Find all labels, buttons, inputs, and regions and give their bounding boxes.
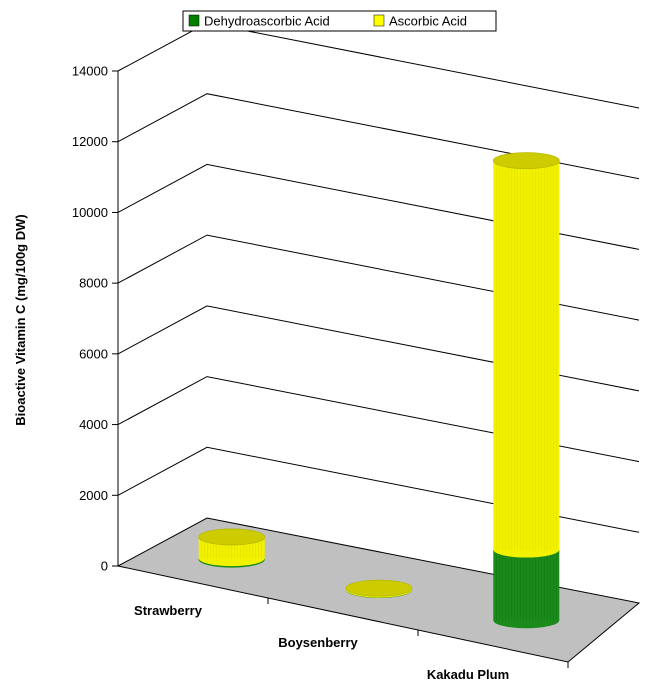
x-tick-label: Kakadu Plum <box>427 667 509 682</box>
side-wall <box>118 23 207 566</box>
legend-swatch <box>188 14 200 27</box>
legend-label: Ascorbic Acid <box>389 14 467 29</box>
y-tick-label: 0 <box>101 559 108 574</box>
bar-cap <box>492 152 560 170</box>
y-axis-label: Bioactive Vitamin C (mg/100g DW) <box>13 214 28 425</box>
bar-kakadu-plum <box>492 152 560 629</box>
y-tick-label: 8000 <box>79 276 108 291</box>
chart-walls <box>118 23 639 603</box>
legend-box <box>182 10 497 32</box>
gridline <box>117 93 640 180</box>
y-tick-label: 6000 <box>79 346 108 361</box>
y-tick-label: 14000 <box>72 64 108 79</box>
bars <box>198 152 560 629</box>
bar-cap <box>345 579 413 597</box>
bar-boysenberry <box>345 579 413 598</box>
x-tick-label: Strawberry <box>134 603 203 618</box>
bar-strawberry <box>198 528 266 568</box>
legend-swatch <box>373 14 385 27</box>
x-axis: Strawberry Boysenberry Kakadu Plum <box>134 598 569 682</box>
back-wall <box>207 23 639 603</box>
legend: Dehydroascorbic Acid Ascorbic Acid <box>182 10 497 32</box>
y-tick-label: 10000 <box>72 205 108 220</box>
y-tick-label: 12000 <box>72 134 108 149</box>
y-tick-label: 2000 <box>79 488 108 503</box>
y-axis: 0 2000 4000 6000 8000 10000 12000 14000 <box>72 64 119 574</box>
y-tick-label: 4000 <box>79 417 108 432</box>
legend-label: Dehydroascorbic Acid <box>204 14 330 29</box>
bar-cap <box>198 528 266 546</box>
x-tick-label: Boysenberry <box>278 635 358 650</box>
